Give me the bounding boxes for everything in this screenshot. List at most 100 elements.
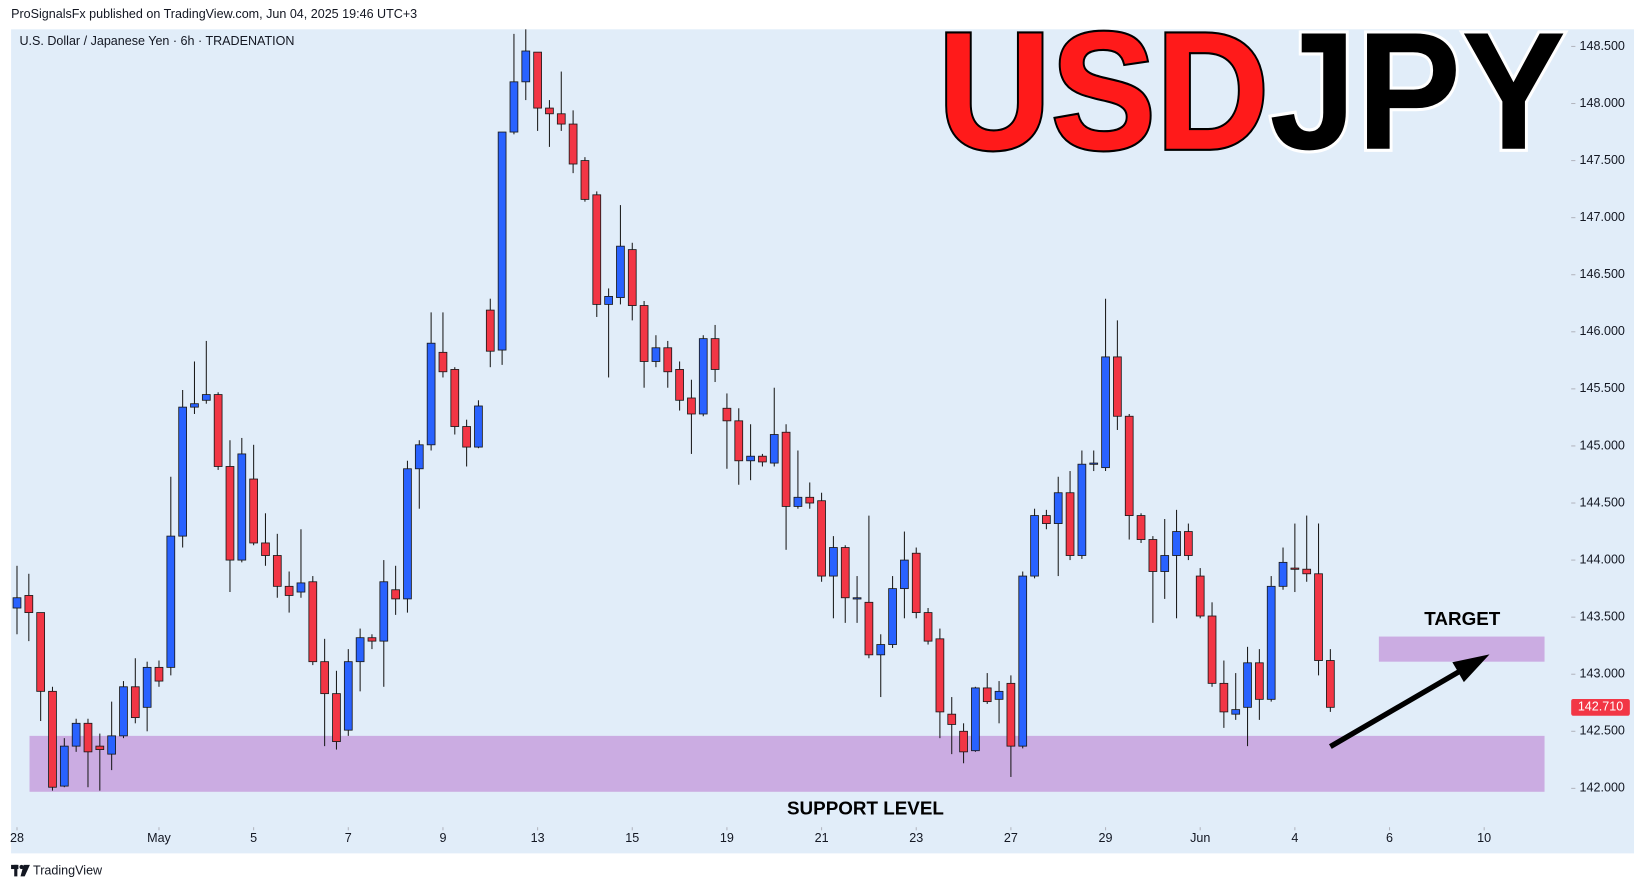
candle-body xyxy=(1101,356,1110,469)
candle-body xyxy=(201,394,211,401)
candle-body xyxy=(900,559,909,590)
candle-body xyxy=(781,431,791,507)
x-tick-label: 15 xyxy=(625,831,639,845)
candle-body xyxy=(1290,567,1300,570)
candle-body xyxy=(462,426,471,448)
x-tick-label: 4 xyxy=(1291,831,1298,845)
candle-body xyxy=(24,595,34,614)
x-tick-label: 5 xyxy=(250,831,257,845)
candle-body xyxy=(213,394,223,467)
y-tick-label: 142.000 xyxy=(1580,781,1625,795)
candle-body xyxy=(639,305,649,362)
y-tick-label: 145.500 xyxy=(1580,381,1625,395)
candle-body xyxy=(1207,615,1217,684)
candle-body xyxy=(710,338,720,370)
candle-body xyxy=(994,690,1004,700)
candle-body xyxy=(438,351,448,373)
candle-body xyxy=(533,51,542,109)
candle-body xyxy=(935,638,945,713)
candle-body xyxy=(805,496,815,504)
candle-body xyxy=(758,455,767,463)
x-tick-label: May xyxy=(147,831,171,845)
publisher-header: ProSignalsFx published on TradingView.co… xyxy=(11,7,417,21)
big-title: USDJPY xyxy=(938,0,1566,185)
x-tick-label: 7 xyxy=(345,831,352,845)
candle-body xyxy=(1314,573,1323,661)
candle-body xyxy=(1231,709,1241,715)
candle-body xyxy=(485,309,495,352)
last-price-label: 142.710 xyxy=(1578,700,1623,714)
candle-body xyxy=(1160,555,1170,572)
candle-body xyxy=(497,131,507,351)
candle-body xyxy=(888,588,897,645)
zone-label: SUPPORT LEVEL xyxy=(787,797,944,818)
candle-body xyxy=(249,478,258,544)
candle-body xyxy=(1006,682,1016,747)
footer-brand: TradingView xyxy=(33,863,103,877)
candle-body xyxy=(272,555,282,587)
candle-body xyxy=(1302,568,1312,575)
candle-body xyxy=(367,637,377,642)
candle-body xyxy=(675,369,684,401)
candle-body xyxy=(391,589,400,600)
y-tick-label: 143.500 xyxy=(1580,609,1625,623)
candle-body xyxy=(1089,462,1099,465)
candle-body xyxy=(817,500,826,577)
x-tick-label: 28 xyxy=(10,831,24,845)
y-tick-label: 147.500 xyxy=(1580,153,1625,167)
y-tick-label: 147.000 xyxy=(1580,210,1625,224)
candle-body xyxy=(1018,575,1028,747)
candle-body xyxy=(119,686,128,737)
candle-body xyxy=(1219,682,1229,713)
candle-body xyxy=(332,693,341,742)
y-tick-label: 146.000 xyxy=(1580,324,1625,338)
candle-body xyxy=(296,582,306,593)
candle-body xyxy=(1053,492,1063,524)
candle-body xyxy=(261,542,270,556)
x-tick-label: 10 xyxy=(1477,831,1491,845)
candle-body xyxy=(59,745,69,787)
candle-body xyxy=(225,466,235,561)
x-tick-label: 21 xyxy=(815,831,829,845)
candle-body xyxy=(698,338,708,415)
candle-body xyxy=(95,745,105,750)
candle-body xyxy=(284,585,294,596)
x-tick-label: 19 xyxy=(720,831,734,845)
last-price-tag xyxy=(1571,698,1630,716)
x-tick-label: 23 xyxy=(909,831,923,845)
candle-body xyxy=(166,535,176,668)
candle-body xyxy=(12,597,22,609)
price-zone xyxy=(29,735,1545,792)
candle-body xyxy=(592,194,602,305)
y-tick-label: 142.500 xyxy=(1580,724,1625,738)
y-tick-label: 143.000 xyxy=(1580,667,1625,681)
candle-body xyxy=(308,581,318,663)
x-tick-label: 27 xyxy=(1004,831,1018,845)
candle-body xyxy=(1136,515,1146,540)
candle-body xyxy=(746,455,755,462)
zones: SUPPORT LEVEL TARGET xyxy=(29,608,1545,818)
x-tick-label: 6 xyxy=(1386,831,1393,845)
candle-body xyxy=(48,690,57,788)
candle-body xyxy=(852,597,862,600)
candle-body xyxy=(1184,531,1193,556)
candle-body xyxy=(687,397,696,415)
tradingview-logo xyxy=(11,864,30,877)
candle-body xyxy=(627,249,637,306)
candle-body xyxy=(1077,463,1087,556)
candle-body xyxy=(1030,515,1039,577)
candle-body xyxy=(829,547,838,577)
candle-body xyxy=(580,160,590,200)
candle-body xyxy=(379,581,389,642)
candle-body xyxy=(1255,662,1264,700)
candle-body xyxy=(959,730,968,753)
x-tick-label: 29 xyxy=(1099,831,1113,845)
candle-body xyxy=(414,444,424,470)
candle-body xyxy=(320,661,329,695)
candle-body xyxy=(616,245,625,298)
candle-body xyxy=(1266,585,1276,700)
candle-body xyxy=(1195,575,1205,617)
axes: 142.000 142.500 143.000 143.500 144.000 144.5… xyxy=(10,39,1630,845)
candle-body xyxy=(154,666,164,682)
